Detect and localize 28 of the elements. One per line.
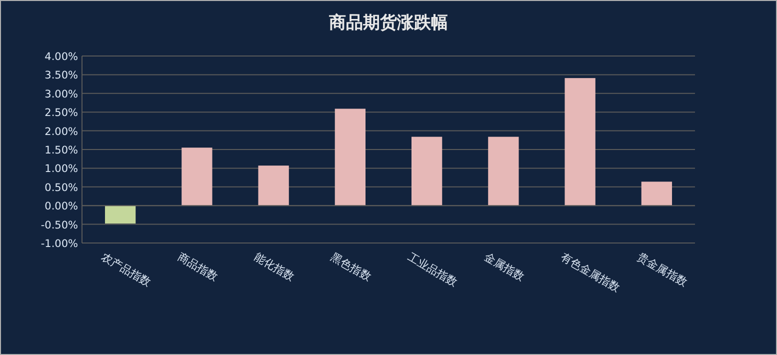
x-tick-label: 商品指数 (175, 250, 220, 284)
y-tick-label: -1.00% (40, 238, 78, 250)
bar (258, 166, 289, 206)
bar (182, 148, 212, 206)
y-tick-label: 4.00% (44, 51, 78, 63)
x-tick-label: 工业品指数 (405, 250, 460, 290)
y-tick-label: -0.50% (40, 219, 78, 232)
x-tick-label: 金属指数 (482, 250, 527, 284)
bar (564, 78, 596, 206)
y-tick-label: 1.50% (44, 144, 78, 156)
chart-title: 商品期货涨跌幅 (328, 13, 448, 33)
x-tick-label: 农产品指数 (98, 250, 153, 290)
x-tick-label: 有色金属指数 (558, 250, 622, 295)
bar (411, 136, 442, 206)
y-tick-label: 0.00% (44, 200, 78, 213)
x-tick-label: 黑色指数 (328, 250, 374, 284)
y-tick-label: 1.00% (44, 163, 78, 176)
y-tick-label: 2.50% (44, 107, 78, 120)
x-tick-label: 能化指数 (252, 250, 297, 284)
bar (334, 108, 366, 206)
bar (641, 182, 672, 206)
y-tick-label: 3.00% (44, 88, 78, 100)
y-tick-label: 2.00% (44, 126, 78, 138)
y-tick-label: 3.50% (44, 70, 78, 82)
bar (104, 206, 136, 224)
y-tick-label: 0.50% (44, 182, 78, 194)
x-tick-label: 贵金属指数 (635, 250, 690, 290)
bar (488, 136, 519, 206)
